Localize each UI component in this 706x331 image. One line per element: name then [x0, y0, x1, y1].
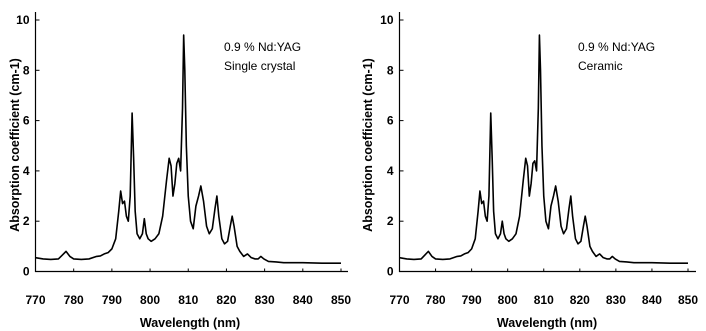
y-tick-label: 10 [380, 13, 394, 27]
y-ticks: 0 2 4 6 8 10 [380, 13, 404, 279]
y-tick-label: 8 [23, 63, 30, 77]
annotation-type: Ceramic [578, 59, 623, 73]
y-tick-label: 2 [387, 214, 394, 228]
x-tick-label: 850 [678, 293, 698, 307]
x-tick-label: 830 [606, 293, 626, 307]
y-tick-label: 4 [23, 164, 30, 178]
x-tick-label: 810 [534, 293, 554, 307]
x-axis-title: Wavelength (nm) [497, 316, 597, 330]
x-ticks: 770 780 790 800 810 820 830 840 850 [389, 268, 698, 307]
x-tick-label: 800 [140, 293, 160, 307]
x-tick-label: 790 [462, 293, 482, 307]
x-tick-label: 780 [426, 293, 446, 307]
x-tick-label: 790 [102, 293, 122, 307]
y-tick-label: 8 [387, 63, 394, 77]
x-ticks: 770 780 790 800 810 820 830 840 850 [25, 268, 351, 307]
y-tick-label: 2 [23, 214, 30, 228]
y-tick-label: 4 [387, 164, 394, 178]
x-tick-label: 840 [642, 293, 662, 307]
x-tick-label: 770 [389, 293, 409, 307]
x-tick-label: 800 [498, 293, 518, 307]
y-tick-label: 0 [387, 265, 394, 279]
x-tick-label: 810 [178, 293, 198, 307]
x-tick-label: 780 [64, 293, 84, 307]
x-tick-label: 850 [331, 293, 351, 307]
annotation-sample: 0.9 % Nd:YAG [578, 40, 655, 54]
x-tick-label: 830 [255, 293, 275, 307]
x-tick-label: 770 [25, 293, 45, 307]
y-tick-label: 6 [387, 114, 394, 128]
y-tick-label: 0 [23, 265, 30, 279]
absorption-spectrum-line [35, 34, 341, 264]
x-tick-label: 820 [570, 293, 590, 307]
annotation-type: Single crystal [224, 59, 295, 73]
y-tick-label: 10 [16, 13, 30, 27]
y-tick-label: 6 [23, 114, 30, 128]
x-tick-label: 820 [216, 293, 236, 307]
x-axis-title: Wavelength (nm) [140, 316, 240, 330]
y-axis-title: Absorption coefficient (cm-1) [361, 58, 375, 232]
y-ticks: 0 2 4 6 8 10 [16, 13, 40, 279]
annotation-sample: 0.9 % Nd:YAG [224, 40, 301, 54]
x-tick-label: 840 [293, 293, 313, 307]
y-axis-title: Absorption coefficient (cm-1) [8, 58, 22, 232]
absorption-spectrum-line [399, 34, 688, 264]
